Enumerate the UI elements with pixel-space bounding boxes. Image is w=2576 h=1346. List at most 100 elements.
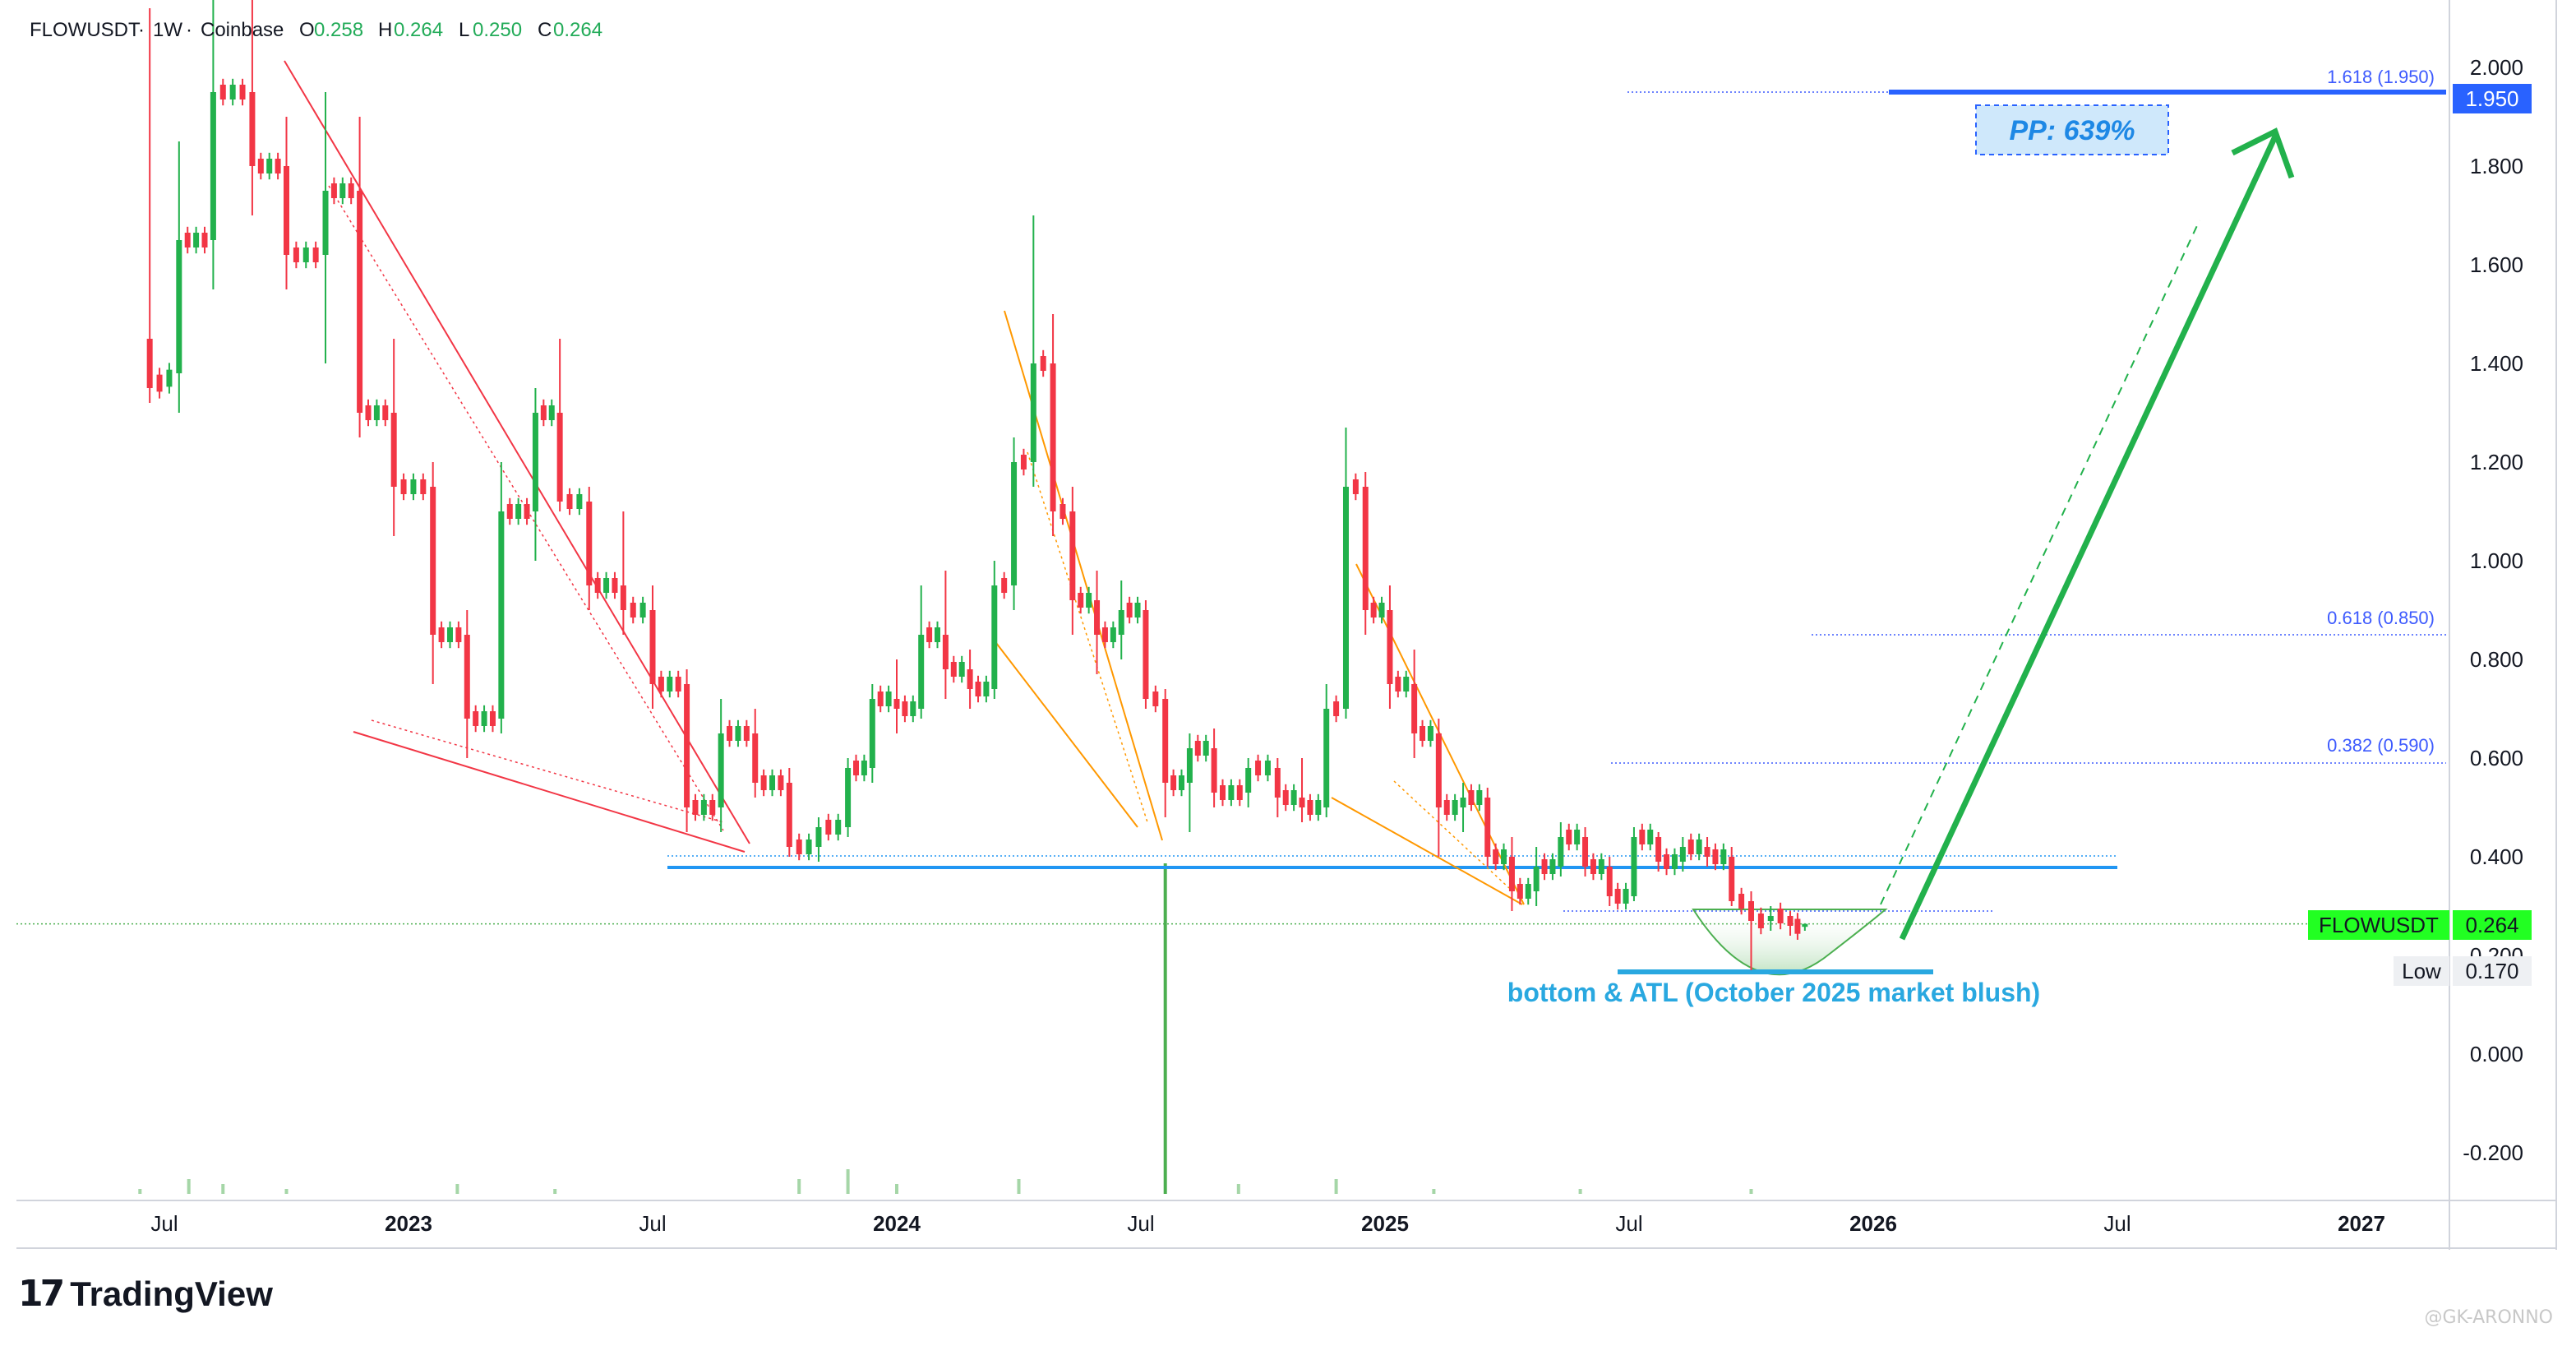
candle-body: [1720, 849, 1727, 864]
candle-body: [1501, 849, 1507, 864]
candle-body: [1069, 511, 1076, 600]
candle-body: [1435, 733, 1442, 807]
candle-body: [275, 159, 281, 173]
candle-body: [835, 820, 842, 835]
candle-body: [1606, 867, 1613, 896]
candle-body: [869, 699, 875, 768]
candle-body: [1411, 684, 1418, 733]
candle-body: [778, 775, 784, 790]
candle-body: [1460, 798, 1466, 807]
candle-body: [176, 240, 182, 373]
candle-body: [893, 699, 900, 709]
candle-body: [1170, 775, 1177, 790]
candle-body: [1323, 709, 1330, 807]
candle-body: [446, 627, 453, 642]
pp-box[interactable]: [1975, 104, 2169, 155]
volume-bar: [1017, 1179, 1021, 1194]
time-axis-tick-label: Jul: [639, 1211, 666, 1236]
candle-body: [410, 479, 417, 494]
volume-bar: [1578, 1189, 1582, 1194]
price-axis[interactable]: 2.000 1.800 1.600 1.400 1.200 1.000 0.800 0.600…: [2463, 55, 2523, 1165]
header-interval: 1W: [153, 19, 182, 41]
candle-body: [498, 511, 505, 719]
target-price-tag: [2453, 84, 2532, 113]
candle-body: [769, 775, 776, 790]
header-h-label: H: [378, 19, 392, 41]
candle-body: [1403, 677, 1410, 692]
candle-body: [1647, 830, 1654, 844]
time-axis[interactable]: Jul 2023 Jul 2024 Jul 2025 Jul 2026 Jul 2027: [150, 1211, 2385, 1236]
candle-body: [330, 183, 337, 198]
low-label: Low: [2402, 959, 2441, 983]
wedge-red-lower: [353, 731, 746, 853]
candle-body: [950, 662, 957, 677]
header-sep-2: ·: [186, 19, 192, 41]
candle-body: [885, 692, 892, 706]
candle-body: [1378, 603, 1385, 617]
candle-body: [1395, 677, 1401, 692]
candle-body: [1566, 830, 1572, 844]
candle-body: [489, 711, 496, 726]
candle-body: [1387, 610, 1393, 684]
candle-body: [709, 800, 716, 815]
candle-body: [1508, 857, 1515, 891]
time-axis-tick-label: 2026: [1849, 1211, 1897, 1236]
candle-body: [630, 603, 636, 617]
candle-body: [1219, 785, 1226, 800]
candle-body: [515, 504, 522, 519]
candle-body: [861, 761, 867, 775]
candle-body: [1030, 363, 1036, 462]
candle-body: [845, 768, 852, 827]
candle-body: [506, 504, 513, 519]
candle-body: [322, 191, 329, 255]
volume-bar: [1163, 863, 1167, 1194]
candle-body: [146, 339, 153, 388]
candle-body: [1162, 699, 1169, 783]
candle-body: [1203, 741, 1209, 756]
candle-body: [727, 726, 733, 741]
time-axis-tick-label: 2023: [385, 1211, 432, 1236]
candle-body: [796, 840, 802, 854]
time-axis-tick-label: 2025: [1361, 1211, 1409, 1236]
price-axis-tick-label: 1.200: [2470, 450, 2523, 474]
candle-body: [219, 85, 226, 99]
candle-body: [877, 692, 884, 706]
candle-body: [991, 585, 998, 689]
pp-label: PP: 639%: [2009, 115, 2135, 146]
candle-body: [639, 603, 646, 617]
tradingview-logo[interactable]: 17 TradingView: [18, 1273, 273, 1315]
candle-body: [1333, 701, 1340, 716]
price-axis-tick-label: 0.800: [2470, 647, 2523, 672]
candle-body: [166, 369, 173, 387]
candle-body: [1152, 692, 1159, 706]
volume-bars: [138, 863, 1753, 1194]
candle-body: [700, 800, 707, 815]
candle-body: [815, 827, 822, 847]
candle-body: [293, 247, 299, 262]
volume-bar: [553, 1189, 557, 1194]
candle-body: [1476, 790, 1483, 805]
bottom-atl-label: bottom & ATL (October 2025 market blush): [1507, 978, 2040, 1007]
tradingview-logo-icon: 17: [18, 1273, 65, 1315]
candle-body: [1738, 894, 1745, 909]
candle-body: [1290, 790, 1297, 805]
plot-area[interactable]: [16, 0, 2449, 1200]
candle-body: [1664, 854, 1670, 869]
wedge-orange-1-lower: [995, 642, 1138, 828]
price-axis-tick-label: 2.000: [2470, 55, 2523, 80]
header-symbol: FLOWUSDT: [30, 19, 141, 41]
candle-body: [910, 701, 916, 716]
candle-body: [586, 502, 593, 585]
candle-body: [1574, 830, 1581, 844]
fib-0382-label: 0.382 (0.590): [2327, 735, 2435, 756]
candle-body: [420, 479, 427, 494]
time-axis-tick-label: 2024: [873, 1211, 921, 1236]
candle-body: [1050, 363, 1056, 511]
candle-body: [1228, 785, 1235, 800]
candle-body: [1427, 726, 1433, 741]
candle-body: [1484, 798, 1491, 857]
candle-body: [603, 578, 610, 593]
volume-bar: [455, 1184, 459, 1194]
candle-body: [1729, 857, 1735, 901]
